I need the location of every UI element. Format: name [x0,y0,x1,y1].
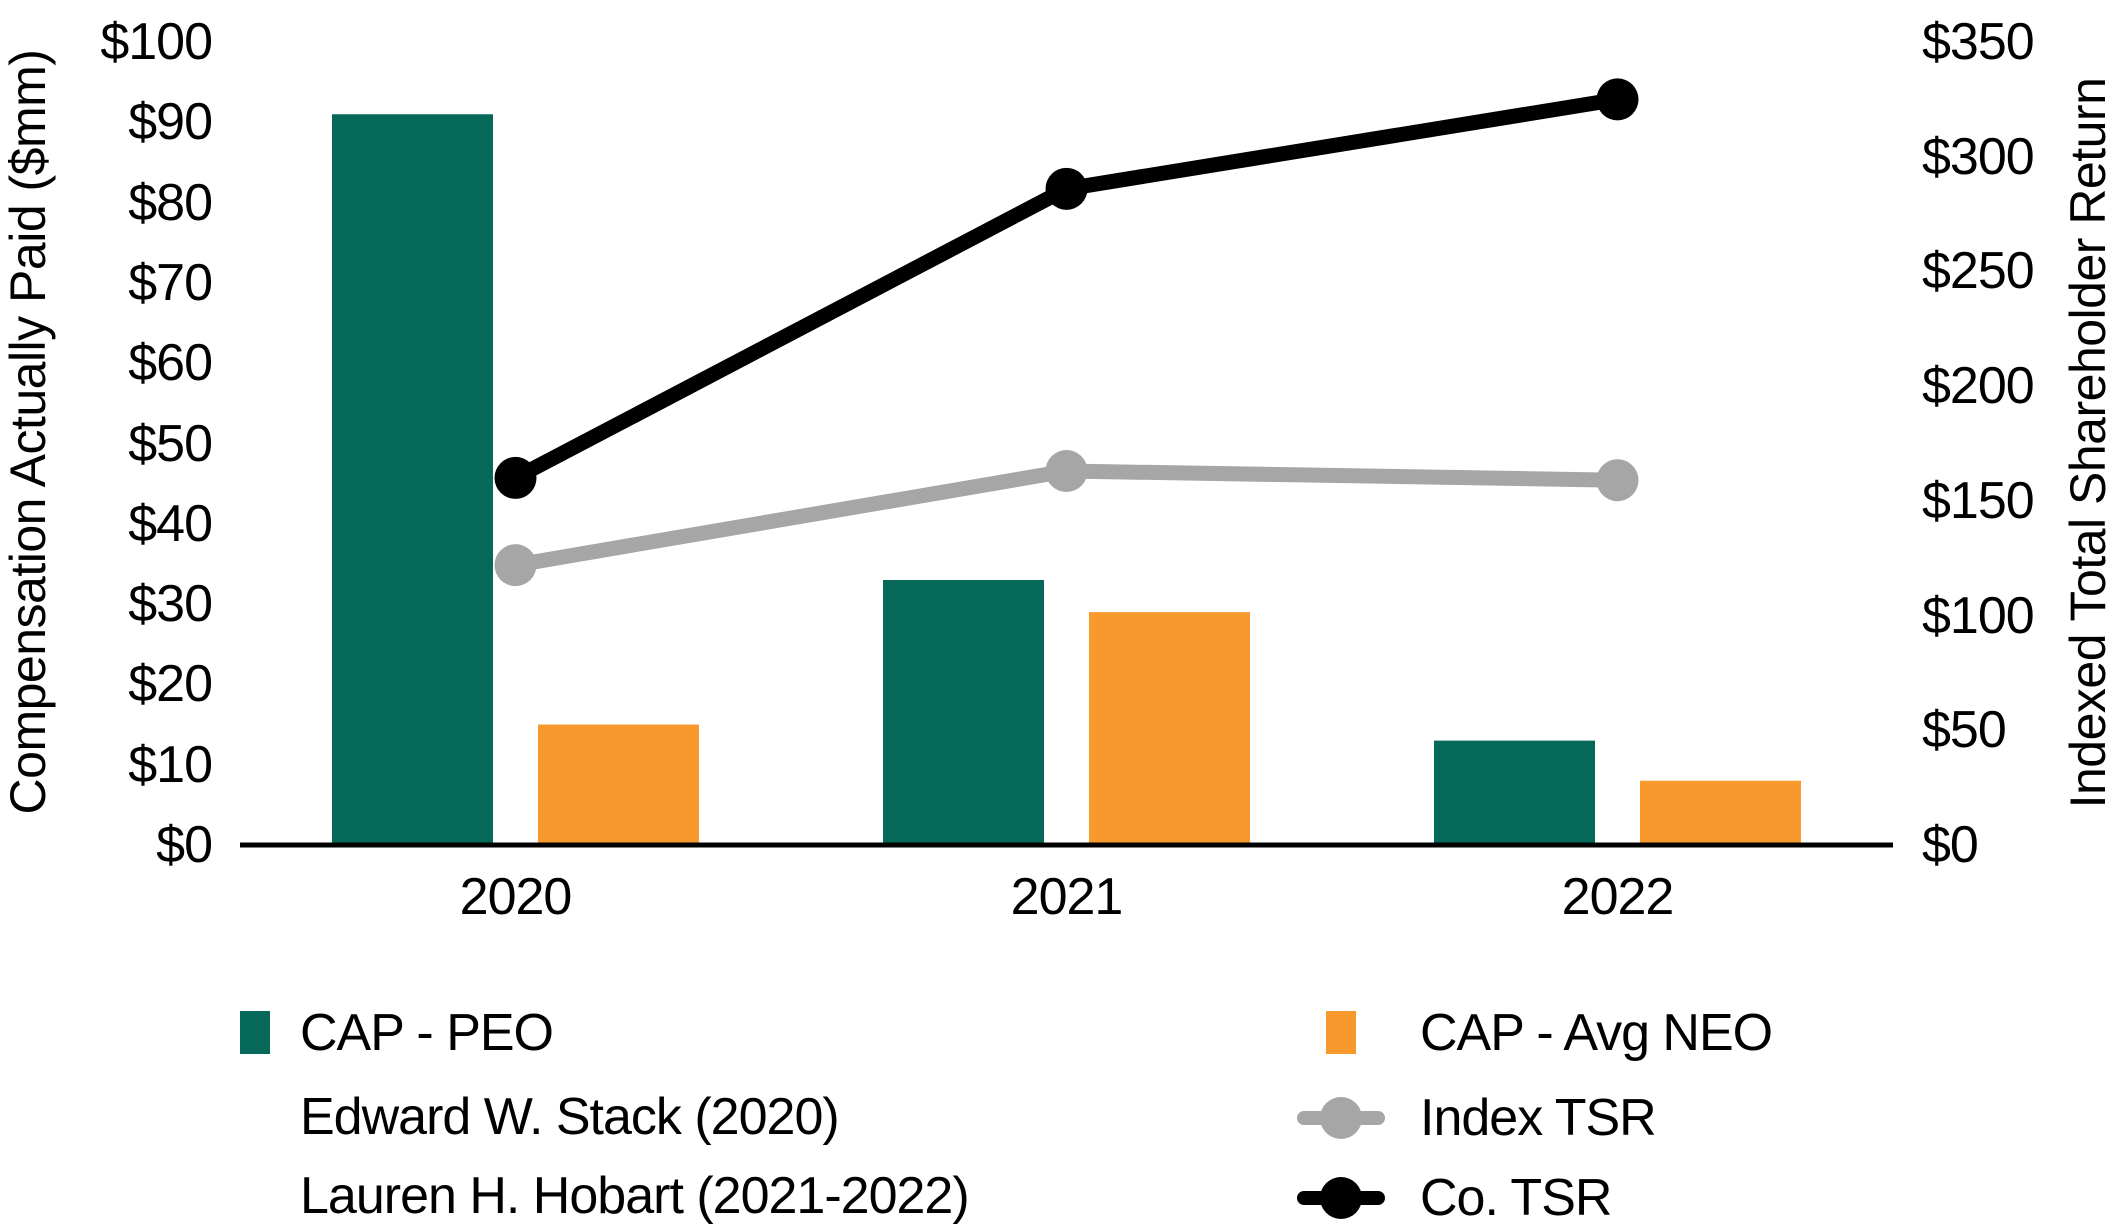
bar-cap-avg-neo-2021 [1089,612,1250,845]
bar-cap-peo-2021 [883,580,1044,845]
line-co-tsr [512,91,1619,485]
point-co-tsr-2021 [1045,167,1088,210]
left-tick-50: $50 [128,415,213,473]
legend-note-peo-2020: Edward W. Stack (2020) [300,1088,840,1146]
left-tick-20: $20 [128,655,213,713]
point-co-tsr-2020 [494,456,537,499]
legend-swatch-cap-peo-icon [240,1011,270,1054]
right-tick-250: $250 [1922,242,2035,300]
right-tick-0: $0 [1922,816,1979,874]
left-tick-80: $80 [128,174,213,232]
right-tick-200: $200 [1922,357,2035,415]
right-tick-300: $300 [1922,128,2035,186]
bar-cap-peo-2020 [332,114,493,845]
legend-label-cap-peo: CAP - PEO [300,1004,554,1062]
bar-cap-peo-2022 [1434,740,1595,845]
right-tick-100: $100 [1922,587,2035,645]
x-tick-2020: 2020 [459,868,573,926]
bar-cap-avg-neo-2022 [1640,780,1801,845]
legend-co-tsr-dot-icon [1320,1177,1362,1219]
legend-label-index-tsr: Index TSR [1420,1089,1657,1147]
x-tick-2021: 2021 [1010,868,1124,926]
legend-label-cap-avg-neo: CAP - Avg NEO [1420,1004,1773,1062]
point-index-tsr-2022 [1596,459,1639,502]
left-tick-10: $10 [128,736,213,794]
point-index-tsr-2020 [494,544,537,587]
left-tick-40: $40 [128,495,213,553]
bar-cap-avg-neo-2020 [538,724,699,845]
x-tick-2022: 2022 [1561,868,1675,926]
point-co-tsr-2022 [1596,78,1639,121]
left-tick-100: $100 [100,13,213,71]
right-tick-150: $150 [1922,472,2035,530]
point-index-tsr-2021 [1045,450,1088,493]
legend-swatch-cap-avg-neo-icon [1326,1011,1356,1054]
left-tick-70: $70 [128,254,213,312]
left-tick-0: $0 [156,816,213,874]
left-tick-60: $60 [128,334,213,392]
legend-note-peo-2021-2022: Lauren H. Hobart (2021-2022) [300,1167,970,1225]
right-tick-50: $50 [1922,701,2007,759]
legend-label-co-tsr: Co. TSR [1420,1169,1612,1227]
legend-index-tsr-dot-icon [1320,1097,1362,1139]
right-tick-350: $350 [1922,13,2035,71]
left-tick-90: $90 [128,93,213,151]
left-tick-30: $30 [128,575,213,633]
